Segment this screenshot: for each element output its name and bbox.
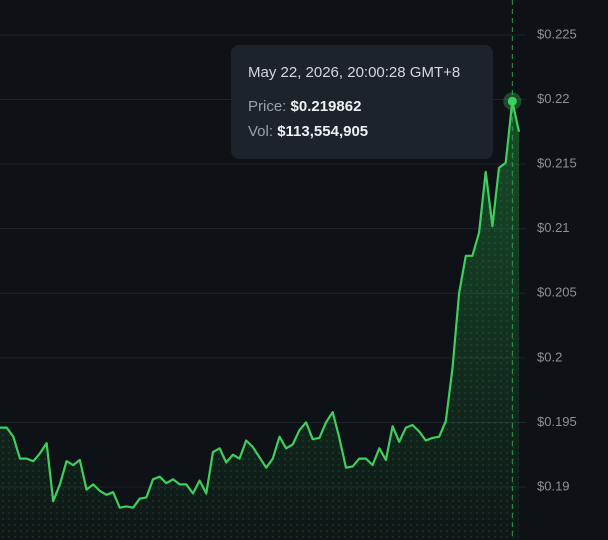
y-tick-label: $0.205 [537, 285, 577, 300]
tooltip-price: Price: $0.219862 [248, 98, 361, 115]
vol-value: $113,554,905 [277, 123, 368, 140]
tooltip-date: May 22, 2026, 20:00:28 GMT+8 [248, 64, 460, 81]
hover-point [507, 96, 517, 106]
y-tick-label: $0.195 [537, 414, 577, 429]
y-tick-label: $0.19 [537, 478, 570, 493]
vol-label: Vol: [248, 123, 273, 140]
price-value: $0.219862 [291, 98, 362, 115]
tooltip: May 22, 2026, 20:00:28 GMT+8 Price: $0.2… [231, 45, 493, 159]
y-tick-label: $0.22 [537, 91, 570, 106]
tooltip-vol: Vol: $113,554,905 [248, 123, 368, 140]
area-dots [0, 101, 519, 540]
y-tick-label: $0.215 [537, 156, 577, 171]
y-tick-label: $0.21 [537, 220, 570, 235]
price-label: Price: [248, 98, 286, 115]
y-tick-label: $0.2 [537, 349, 562, 364]
price-line [0, 100, 521, 509]
y-tick-label: $0.225 [537, 26, 577, 41]
tooltip-box [231, 45, 493, 159]
